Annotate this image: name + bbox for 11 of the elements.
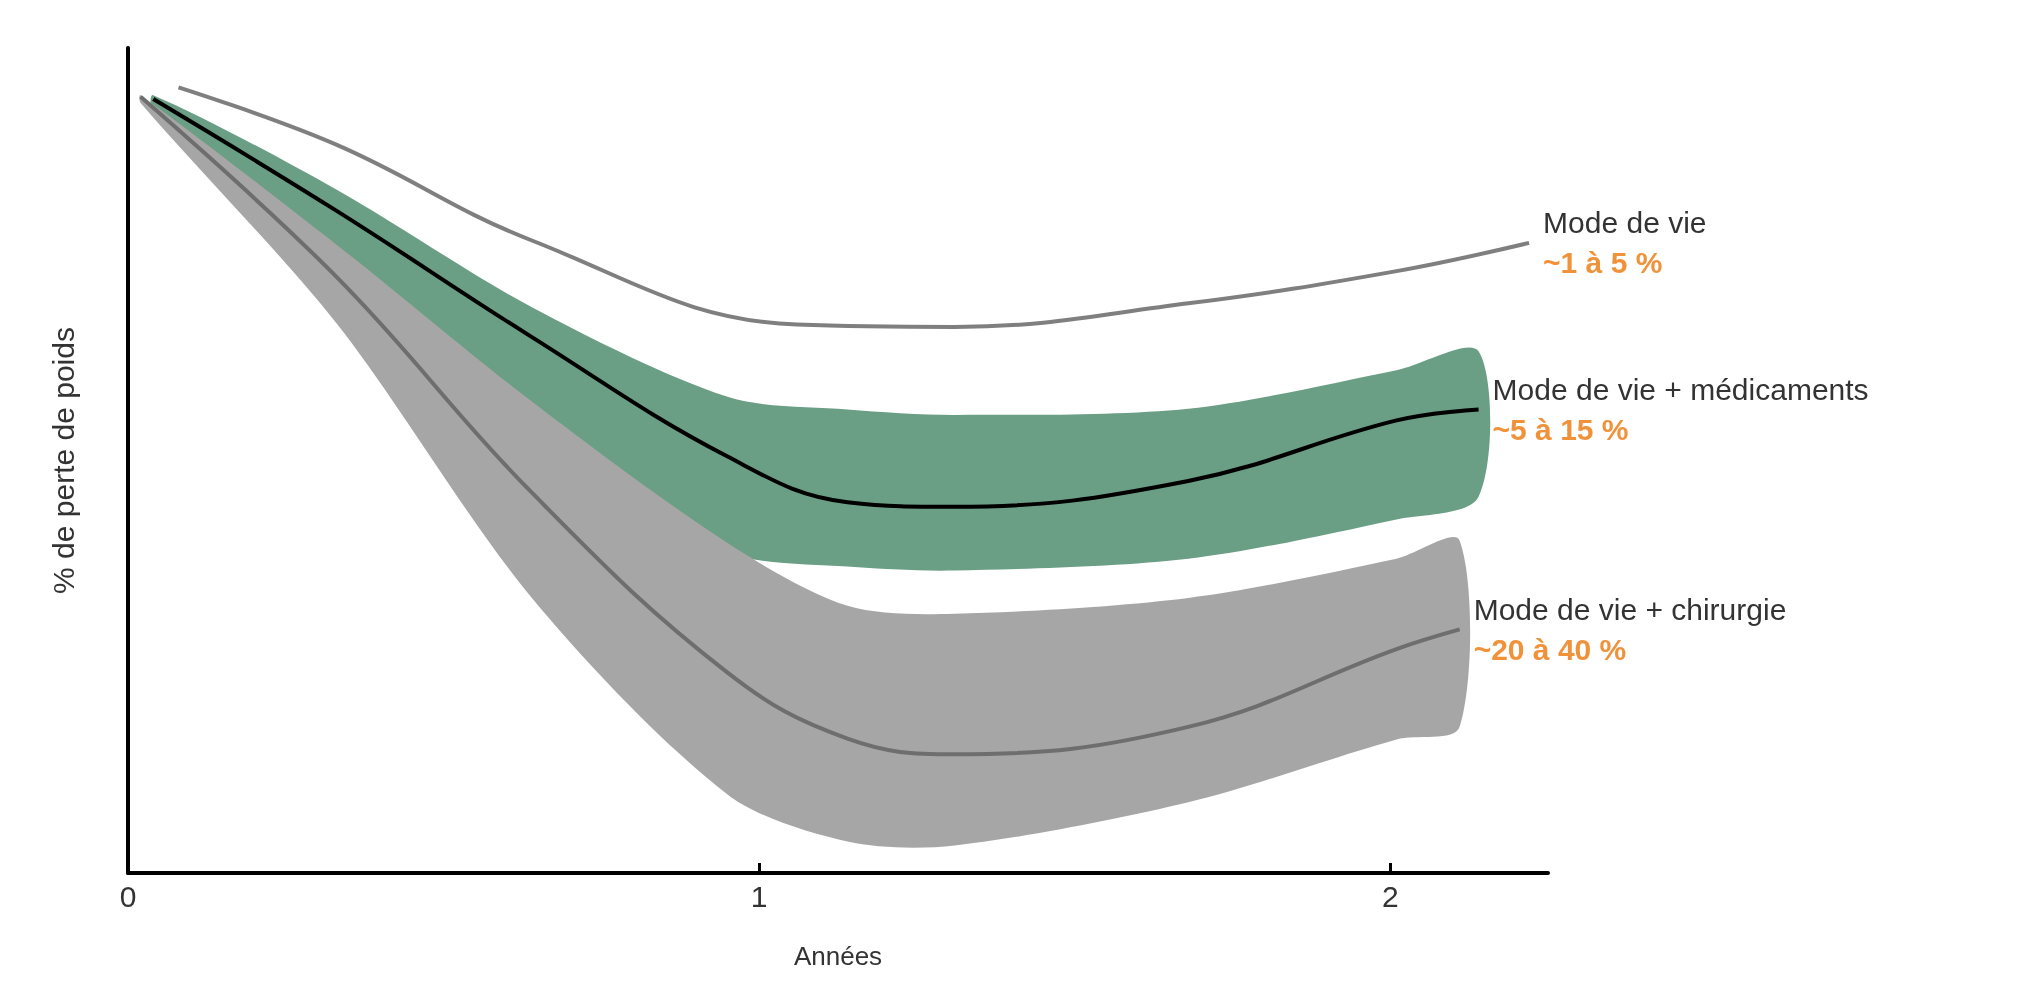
y-axis-title: % de perte de poids <box>46 327 80 594</box>
series-label: Mode de vie + chirurgie <box>1473 592 1787 626</box>
annotation: ~5 à 15 % <box>1492 412 1629 446</box>
series-label: Mode de vie <box>1543 206 1707 240</box>
annotation: ~1 à 5 % <box>1543 246 1663 280</box>
x-tick-label: 2 <box>1381 879 1399 913</box>
series-label: Mode de vie + médicaments <box>1492 372 1869 406</box>
x-tick-label: 0 <box>119 879 137 913</box>
x-axis-title: Années <box>793 941 883 971</box>
x-tick-label: 1 <box>750 879 768 913</box>
annotation: ~20 à 40 % <box>1473 632 1627 666</box>
